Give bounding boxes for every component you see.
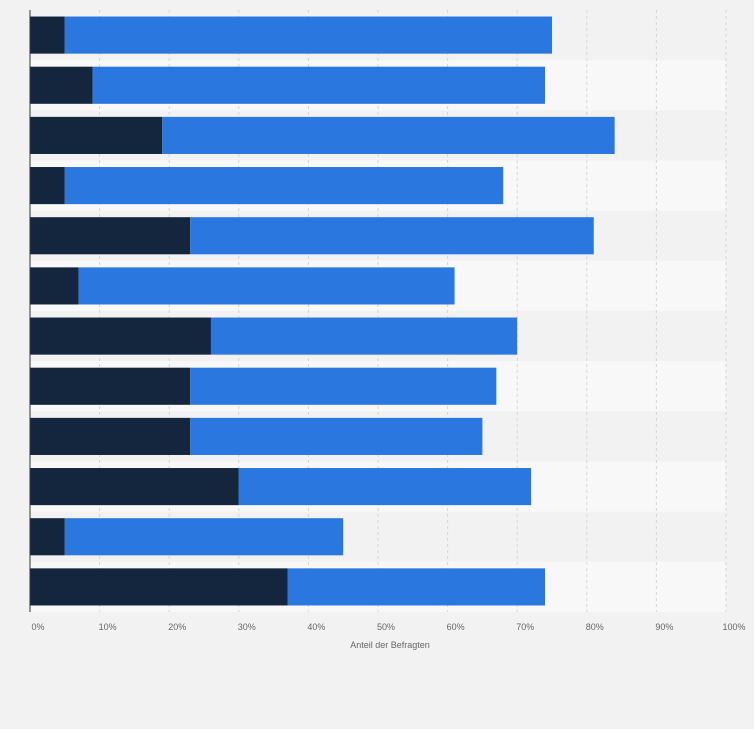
x-tick-label: 30% (238, 622, 256, 632)
bar-segment-series-1 (30, 66, 93, 104)
bar-segment-series-2 (210, 317, 518, 355)
bar-segment-series-1 (30, 317, 211, 355)
bar-segment-series-2 (238, 468, 532, 506)
x-tick-label: 50% (377, 622, 395, 632)
x-tick-label: 40% (307, 622, 325, 632)
bar-segment-series-2 (64, 518, 344, 556)
bar-segment-series-2 (190, 367, 497, 405)
bar-segment-series-2 (92, 66, 546, 104)
bar-segment-series-1 (30, 217, 191, 255)
x-tick-label: 60% (447, 622, 465, 632)
bar-segment-series-2 (190, 217, 594, 255)
bar-segment-series-2 (162, 116, 615, 154)
x-tick-label: 100% (722, 622, 745, 632)
bar-segment-series-2 (287, 568, 546, 606)
x-tick-label: 10% (99, 622, 117, 632)
bar-segment-series-2 (64, 16, 553, 54)
bar-segment-series-1 (30, 568, 288, 606)
x-tick-label: 20% (168, 622, 186, 632)
bar-segment-series-1 (30, 468, 239, 506)
bar-segment-series-1 (30, 518, 65, 556)
bar-segment-series-1 (30, 167, 65, 205)
x-tick-label: 90% (655, 622, 673, 632)
bar-segment-series-2 (190, 417, 483, 455)
bar-segment-series-1 (30, 367, 191, 405)
bar-segment-series-1 (30, 267, 79, 305)
bar-segment-series-1 (30, 16, 65, 54)
bars (30, 16, 615, 606)
gridlines (99, 10, 727, 612)
x-tick-label: 0% (31, 622, 44, 632)
bar-segment-series-1 (30, 417, 191, 455)
x-axis-title: Anteil der Befragten (350, 640, 430, 650)
x-tick-label: 80% (586, 622, 604, 632)
bar-segment-series-2 (78, 267, 455, 305)
bar-segment-series-1 (30, 116, 163, 154)
bar-segment-series-2 (64, 167, 504, 205)
x-axis: 0% 10% 20% 30% 40% 50% 60% 70% 80% 90% 100% (29, 10, 746, 632)
x-tick-label: 70% (516, 622, 534, 632)
